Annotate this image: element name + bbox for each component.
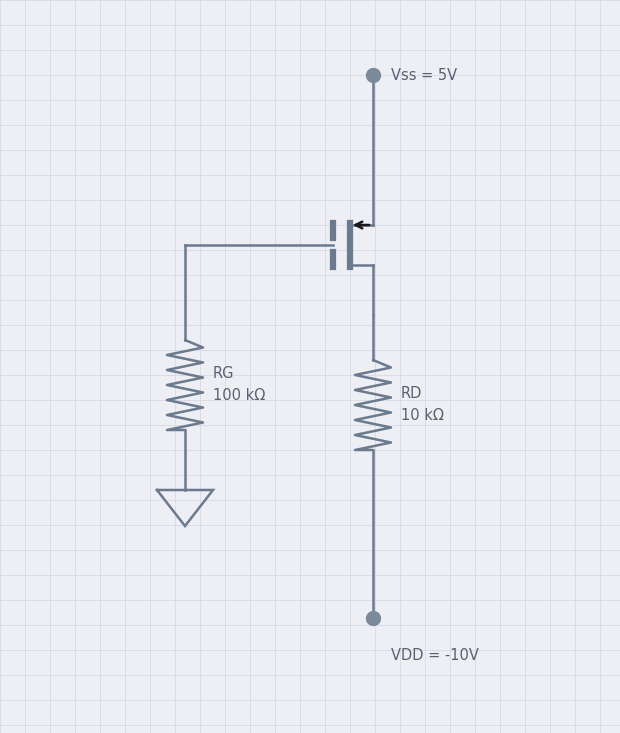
Text: RD: RD — [401, 386, 422, 400]
Text: RG: RG — [213, 366, 234, 380]
Text: 10 kΩ: 10 kΩ — [401, 408, 444, 422]
Text: VDD = -10V: VDD = -10V — [391, 648, 479, 663]
Text: Vss = 5V: Vss = 5V — [391, 67, 457, 83]
Text: 100 kΩ: 100 kΩ — [213, 388, 265, 402]
